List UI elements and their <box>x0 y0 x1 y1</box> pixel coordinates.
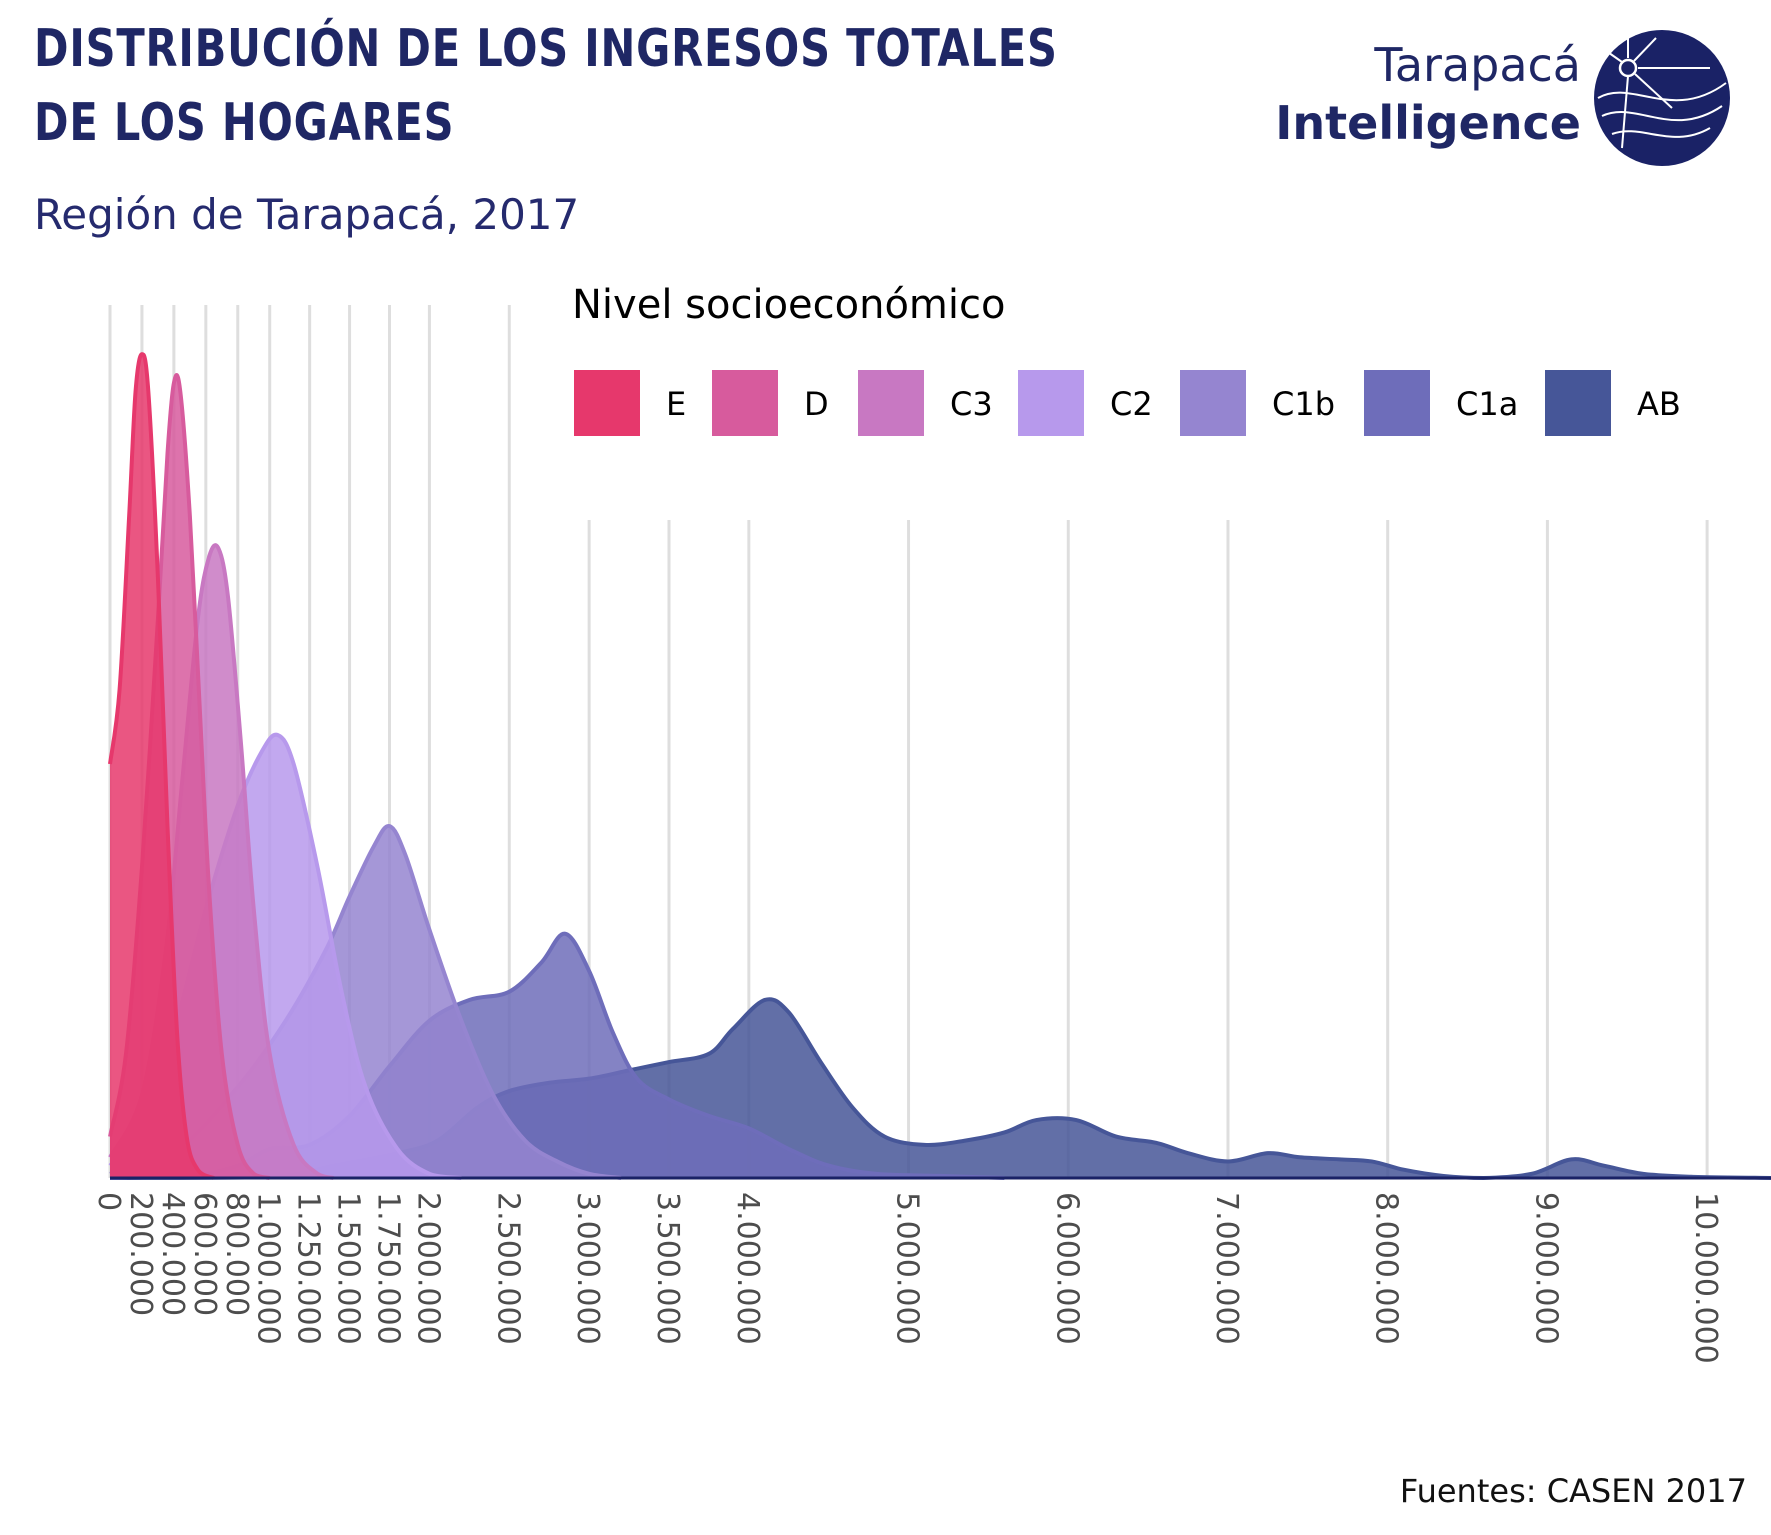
legend-label-e: E <box>666 385 686 423</box>
legend-label-c1a: C1a <box>1456 385 1518 423</box>
legend-swatch-e <box>574 370 640 436</box>
x-tick-label-3: 600.000 <box>187 1192 222 1316</box>
legend-swatch-c3 <box>858 370 924 436</box>
density-line-e <box>108 352 215 1180</box>
brand-line-2: Intelligence <box>1275 96 1581 150</box>
x-tick-label-0: 0 <box>91 1192 126 1211</box>
x-tick-label-15: 6.000.000 <box>1049 1192 1084 1345</box>
brand-logo-text: Tarapacá Intelligence <box>1275 36 1581 152</box>
legend-label-c3: C3 <box>950 385 993 423</box>
x-tick-label-5: 1.000.000 <box>251 1192 286 1345</box>
brand-line-1: Tarapacá <box>1374 38 1581 92</box>
legend-label-c1b: C1b <box>1272 385 1335 423</box>
chart-title: DISTRIBUCIÓN DE LOS INGRESOS TOTALES DE … <box>34 12 1058 160</box>
chart-title-line-2: DE LOS HOGARES <box>34 93 455 153</box>
x-tick-label-1: 200.000 <box>123 1192 158 1316</box>
density-areas <box>108 352 1771 1181</box>
legend-label-ab: AB <box>1637 385 1681 423</box>
legend-swatch-c1a <box>1364 370 1430 436</box>
x-tick-label-19: 10.000.000 <box>1688 1192 1723 1364</box>
x-tick-label-4: 800.000 <box>219 1192 254 1316</box>
legend: Nivel socioeconómico E D C3 C2 C1b C1a AB <box>572 282 1681 436</box>
x-tick-label-12: 3.500.000 <box>650 1192 685 1345</box>
x-tick-label-10: 2.500.000 <box>490 1192 525 1345</box>
legend-label-d: D <box>804 385 829 423</box>
x-tick-label-6: 1.250.000 <box>291 1192 326 1345</box>
chart-subtitle: Región de Tarapacá, 2017 <box>34 190 580 239</box>
density-area-e <box>110 354 214 1178</box>
x-tick-label-8: 1.750.000 <box>370 1192 405 1345</box>
legend-title: Nivel socioeconómico <box>572 282 1005 328</box>
x-tick-label-9: 2.000.000 <box>410 1192 445 1345</box>
legend-swatch-c1b <box>1180 370 1246 436</box>
legend-swatch-d <box>712 370 778 436</box>
x-tick-label-2: 400.000 <box>155 1192 190 1316</box>
legend-swatch-ab <box>1545 370 1611 436</box>
x-tick-label-17: 8.000.000 <box>1369 1192 1404 1345</box>
density-area-c1a <box>110 933 1005 1178</box>
x-tick-label-16: 7.000.000 <box>1209 1192 1244 1345</box>
legend-swatch-c2 <box>1018 370 1084 436</box>
chart-title-line-1: DISTRIBUCIÓN DE LOS INGRESOS TOTALES <box>34 19 1058 79</box>
source-note: Fuentes: CASEN 2017 <box>1399 1472 1747 1510</box>
legend-items: E D C3 C2 C1b C1a AB <box>574 370 1681 436</box>
brand-globe-icon <box>1594 30 1730 166</box>
x-tick-label-18: 9.000.000 <box>1528 1192 1563 1345</box>
x-tick-label-13: 4.000.000 <box>730 1192 765 1345</box>
x-tick-label-7: 1.500.000 <box>331 1192 366 1345</box>
legend-label-c2: C2 <box>1110 385 1153 423</box>
x-tick-label-14: 5.000.000 <box>890 1192 925 1345</box>
x-tick-label-11: 3.000.000 <box>570 1192 605 1345</box>
